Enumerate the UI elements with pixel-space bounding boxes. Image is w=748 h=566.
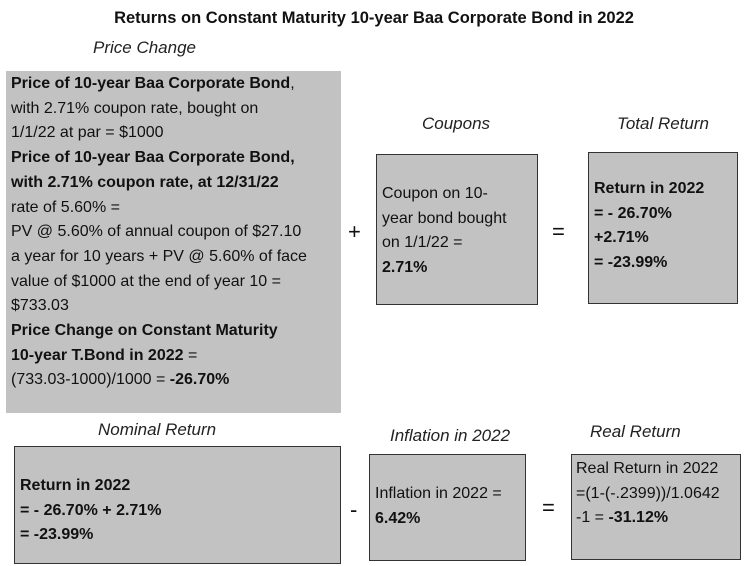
price-box-line-10: $733.03	[11, 297, 69, 315]
total-return-box: Return in 2022 = - 26.70% +2.71% = -23.9…	[588, 152, 738, 304]
coupon-box-line-2: year bond bought	[382, 209, 507, 227]
nominal-return-box: Return in 2022 = - 26.70% + 2.71% = -23.…	[14, 446, 341, 564]
total-box-line-2: = - 26.70%	[594, 204, 672, 222]
equals-operator-bottom: =	[542, 495, 555, 520]
price-box-line-1-suffix: ,	[290, 75, 295, 92]
total-return-value: = -23.99%	[594, 254, 668, 272]
caption-inflation: Inflation in 2022	[390, 426, 511, 445]
price-box-line-3: 1/1/22 at par = $1000	[11, 124, 164, 142]
price-box-line-6: rate of 5.60% =	[11, 198, 120, 216]
equals-operator-top: =	[552, 219, 565, 244]
caption-price-change: Price Change	[93, 38, 197, 57]
real-box-line-1: Real Return in 2022	[576, 460, 719, 477]
coupon-box-line-1: Coupon on 10-	[382, 185, 488, 202]
price-box-line-12-suffix: =	[183, 346, 198, 364]
caption-nominal-return: Nominal Return	[98, 420, 217, 439]
real-return-value: -31.12%	[608, 509, 669, 527]
price-box-line-13: (733.03-1000)/1000 =	[11, 371, 170, 389]
price-box-line-8: a year for 10 years + PV @ 5.60% of face	[11, 247, 307, 265]
minus-operator: -	[350, 497, 358, 522]
price-change-box: Price of 10-year Baa Corporate Bond, wit…	[6, 71, 341, 413]
nominal-box-line-1: Return in 2022	[20, 477, 131, 494]
price-box-line-11: Price Change on Constant Maturity	[11, 322, 278, 340]
price-box-line-1: Price of 10-year Baa Corporate Bond	[11, 75, 291, 92]
plus-operator: +	[348, 219, 361, 244]
price-box-line-7: PV @ 5.60% of annual coupon of $27.10	[11, 223, 302, 241]
price-box-line-9: value of $1000 at the end of year 10 =	[11, 272, 281, 290]
inflation-value: 6.42%	[375, 509, 421, 527]
price-box-line-2: with 2.71% coupon rate, bought on	[11, 99, 259, 117]
nominal-return-value: = -23.99%	[20, 526, 94, 544]
real-return-box: Real Return in 2022 =(1-(-.2399))/1.0642…	[571, 454, 741, 560]
total-box-line-1: Return in 2022	[594, 180, 705, 197]
real-box-line-2: =(1-(-.2399))/1.0642	[576, 484, 720, 502]
caption-coupons: Coupons	[422, 114, 491, 133]
inflation-box-line-1: Inflation in 2022 =	[375, 485, 502, 502]
coupon-box-line-3: on 1/1/22 =	[382, 234, 463, 252]
price-change-value: -26.70%	[169, 371, 230, 389]
total-box-line-3: +2.71%	[594, 229, 649, 247]
caption-total-return: Total Return	[617, 114, 709, 133]
diagram-title: Returns on Constant Maturity 10-year Baa…	[114, 9, 634, 27]
price-box-line-4: Price of 10-year Baa Corporate Bond,	[11, 149, 295, 167]
inflation-box: Inflation in 2022 = 6.42%	[369, 454, 526, 561]
coupon-value: 2.71%	[382, 259, 428, 277]
nominal-box-line-2: = - 26.70% + 2.71%	[20, 501, 162, 519]
real-box-line-3: -1 =	[576, 509, 609, 527]
caption-real-return: Real Return	[590, 422, 681, 441]
price-box-line-12: 10-year T.Bond in 2022	[11, 346, 184, 364]
coupon-box: Coupon on 10- year bond bought on 1/1/22…	[376, 154, 538, 305]
price-box-line-5: with 2.71% coupon rate, at 12/31/22	[11, 173, 279, 191]
